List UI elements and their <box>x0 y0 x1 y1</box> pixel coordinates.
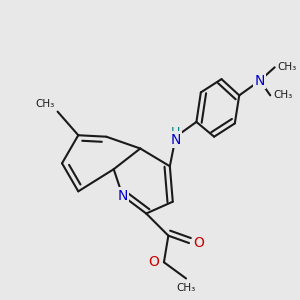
Text: CH₃: CH₃ <box>273 90 292 100</box>
Text: N: N <box>171 133 181 147</box>
Text: H: H <box>171 126 180 139</box>
Text: CH₃: CH₃ <box>35 99 55 109</box>
Text: CH₃: CH₃ <box>278 62 297 72</box>
Text: O: O <box>148 255 160 269</box>
Text: CH₃: CH₃ <box>176 283 196 293</box>
Text: N: N <box>117 189 128 203</box>
Text: O: O <box>194 236 204 250</box>
Text: N: N <box>255 74 265 88</box>
